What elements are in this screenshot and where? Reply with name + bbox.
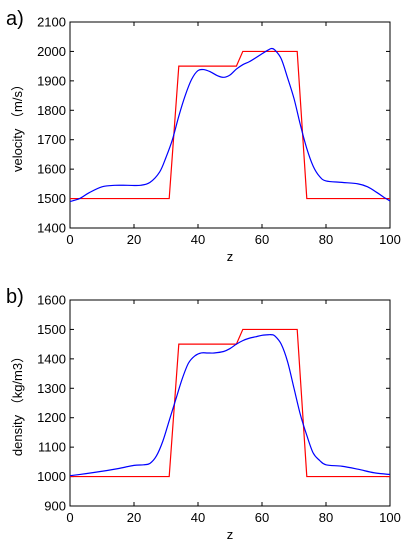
smooth-profile-line — [70, 47, 390, 203]
smooth-profile-line — [70, 334, 390, 477]
x-tick-label: 0 — [66, 510, 73, 525]
x-tick-label: 60 — [255, 232, 269, 247]
y-tick-label: 1500 — [37, 322, 66, 337]
y-tick-label: 1800 — [37, 103, 66, 118]
y-axis-label: velocity （m/s） — [10, 78, 25, 172]
x-tick-label: 60 — [255, 510, 269, 525]
y-tick-label: 1100 — [38, 440, 66, 455]
y-tick-label: 1600 — [37, 293, 66, 308]
x-tick-label: 20 — [127, 232, 141, 247]
plot-frame — [69, 21, 391, 229]
y-tick-label: 1700 — [37, 132, 66, 147]
y-tick-label: 1000 — [37, 469, 66, 484]
y-tick-label: 1600 — [37, 162, 66, 177]
plot-frame — [69, 299, 391, 507]
step-profile-line — [70, 328, 390, 478]
x-tick-label: 0 — [66, 232, 73, 247]
chart-panel-1: a) 0 20 40 60 80 100 1400 1500 1600 1700 1800 1900 20… — [6, 8, 401, 264]
y-tick-label: 1900 — [37, 73, 66, 88]
y-tick-label: 1400 — [37, 221, 66, 236]
x-tick-label: 80 — [319, 232, 333, 247]
panel-label: b) — [6, 286, 24, 308]
x-tick-label: 100 — [379, 510, 401, 525]
x-tick-label: 40 — [191, 232, 205, 247]
chart-panel-2: b) 0 20 40 60 80 100 900 1000 1100 1200 1300 1400 150… — [6, 286, 401, 542]
y-tick-label: 1400 — [37, 351, 66, 366]
y-tick-label: 1300 — [37, 381, 66, 396]
y-tick-label: 2100 — [37, 15, 66, 30]
step-profile-line — [70, 50, 390, 200]
x-tick-label: 20 — [127, 510, 141, 525]
x-tick-label: 40 — [191, 510, 205, 525]
y-axis-label: density （kg/m3） — [10, 350, 25, 456]
x-tick-label: 100 — [379, 232, 401, 247]
x-tick-label: 80 — [319, 510, 333, 525]
y-tick-label: 2000 — [37, 44, 66, 59]
y-tick-label: 900 — [44, 499, 66, 514]
panel-label: a) — [6, 8, 24, 30]
y-tick-label: 1500 — [37, 191, 66, 206]
x-axis-label: z — [227, 527, 234, 542]
x-axis-label: z — [227, 249, 234, 264]
y-tick-label: 1200 — [37, 410, 66, 425]
